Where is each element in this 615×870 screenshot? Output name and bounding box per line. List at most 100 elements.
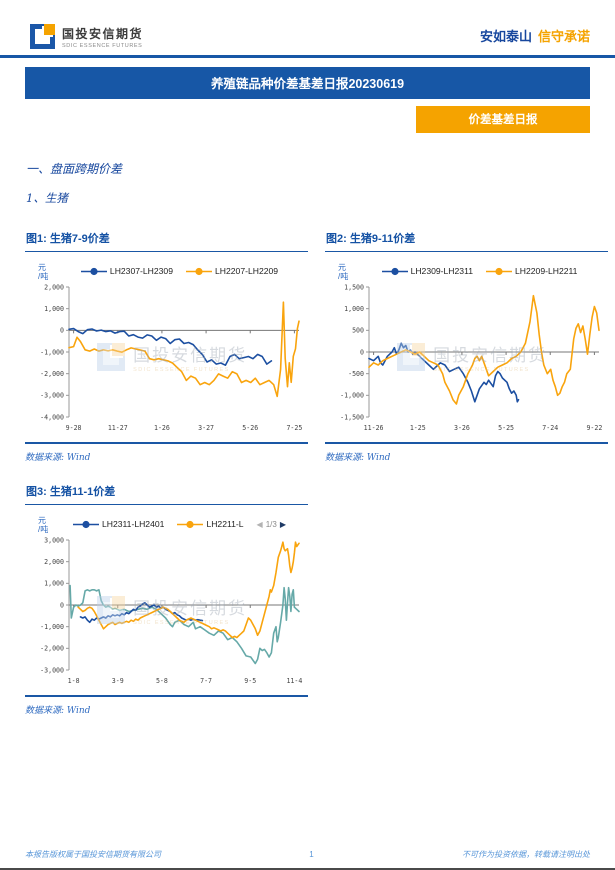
footer: 本报告版权属于国投安信期货有限公司 1 不可作为投资依据，转载请注明出处 — [25, 849, 590, 860]
company-logo-icon — [30, 24, 55, 49]
chart-body: 元/吨 LH2311-LH2401 LH2211-L ◀ 1/3 ▶ 国投安信期货 SD… — [25, 505, 308, 692]
svg-text:5-8: 5-8 — [156, 677, 168, 685]
svg-text:3-27: 3-27 — [198, 424, 214, 432]
logo-text-block: 国投安信期货 SDIC ESSENCE FUTURES — [62, 25, 143, 49]
chart-bottom-rule — [25, 695, 308, 697]
charts-row-1: 图1: 生猪7-9价差 元/吨 LH2307-LH2309 LH2207-LH22… — [25, 230, 608, 463]
svg-text:3,000: 3,000 — [44, 536, 64, 544]
chart-legend: LH2307-LH2309 LH2207-LH2209 — [25, 264, 308, 278]
slogan: 安如泰山 信守承诺 — [480, 26, 590, 49]
y-axis-unit: 元/吨 — [338, 263, 349, 282]
chart-legend: LH2309-LH2311 LH2209-LH2211 — [325, 264, 608, 278]
svg-text:1,500: 1,500 — [344, 283, 364, 291]
charts-row-2: 图3: 生猪11-1价差 元/吨 LH2311-LH2401 LH2211-L ◀ 1… — [25, 483, 590, 716]
svg-text:1,000: 1,000 — [344, 305, 364, 313]
legend-pager: ◀ 1/3 ▶ — [257, 520, 286, 529]
y-axis-unit: 元/吨 — [38, 516, 49, 535]
y-axis-unit: 元/吨 — [38, 263, 49, 282]
svg-text:3-26: 3-26 — [454, 424, 470, 432]
legend-marker-icon — [381, 267, 408, 275]
chart-card-3: 图3: 生猪11-1价差 元/吨 LH2311-LH2401 LH2211-L ◀ 1… — [25, 483, 308, 716]
chart-bottom-rule — [25, 442, 308, 444]
svg-text:-1,000: -1,000 — [40, 348, 64, 356]
slogan-accent: 信守承诺 — [537, 29, 590, 44]
legend-marker-icon — [486, 267, 512, 275]
legend-item: LH2307-LH2309 — [80, 266, 173, 276]
chart-plot: -3,000 -2,000 -1,000 0 1,000 2,000 3,000 1-8 3-9… — [40, 536, 302, 685]
svg-text:11-26: 11-26 — [364, 424, 384, 432]
legend-label: LH2207-LH2209 — [215, 266, 279, 276]
svg-text:-1,500: -1,500 — [340, 413, 364, 421]
report-title-bar: 养殖链品种价差基差日报20230619 — [25, 67, 590, 99]
chart-title: 图1: 生猪7-9价差 — [25, 230, 308, 252]
svg-text:1-25: 1-25 — [410, 424, 426, 432]
chart-body: 元/吨 LH2307-LH2309 LH2207-LH2209 国投安信期货 SD… — [25, 252, 308, 439]
legend-item: LH2209-LH2211 — [486, 266, 577, 276]
legend-item: LH2211-L — [177, 519, 244, 529]
legend-marker-icon — [73, 520, 99, 528]
svg-text:-500: -500 — [348, 370, 364, 378]
bottom-rule — [0, 868, 615, 870]
section-heading: 一、盘面跨期价差 — [26, 162, 123, 176]
svg-text:9-22: 9-22 — [586, 424, 602, 432]
legend-label: LH2309-LH2311 — [410, 266, 473, 276]
svg-text:7-24: 7-24 — [542, 424, 558, 432]
footer-disclaimer: 不可作为投资依据，转载请注明出处 — [461, 850, 590, 859]
svg-text:-3,000: -3,000 — [40, 666, 64, 674]
svg-text:11-27: 11-27 — [108, 424, 128, 432]
logo-company-subtitle: SDIC ESSENCE FUTURES — [62, 42, 143, 49]
chart-title: 图2: 生猪9-11价差 — [325, 230, 608, 252]
legend-marker-icon — [80, 267, 107, 275]
legend-item: LH2311-LH2401 — [73, 519, 164, 529]
svg-text:9-5: 9-5 — [244, 677, 256, 685]
legend-label: LH2307-LH2309 — [109, 266, 173, 276]
legend-item: LH2309-LH2311 — [381, 266, 473, 276]
svg-text:7-25: 7-25 — [286, 424, 302, 432]
legend-marker-icon — [177, 520, 204, 528]
logo-orange-corner — [44, 24, 55, 35]
svg-text:-3,000: -3,000 — [40, 392, 64, 400]
svg-text:3-9: 3-9 — [112, 677, 124, 685]
chart-body: 元/吨 LH2309-LH2311 LH2209-LH2211 国投安信期货 SD… — [325, 252, 608, 439]
svg-text:500: 500 — [352, 327, 364, 335]
slogan-primary: 安如泰山 — [479, 29, 532, 44]
svg-text:5-26: 5-26 — [242, 424, 258, 432]
legend-label: LH2209-LH2211 — [515, 266, 578, 276]
chart-title: 图3: 生猪11-1价差 — [25, 483, 308, 505]
chart-card-1: 图1: 生猪7-9价差 元/吨 LH2307-LH2309 LH2207-LH22… — [25, 230, 308, 463]
svg-text:1-8: 1-8 — [68, 677, 80, 685]
footer-copyright: 本报告版权属于国投安信期货有限公司 — [25, 850, 161, 859]
report-badge: 价差基差日报 — [416, 106, 590, 133]
source-note: 数据来源: Wind — [25, 453, 91, 463]
svg-text:-4,000: -4,000 — [40, 413, 64, 421]
legend-label: LH2311-LH2401 — [102, 519, 165, 529]
legend-marker-icon — [186, 267, 212, 275]
svg-text:0: 0 — [60, 327, 64, 335]
svg-text:-1,000: -1,000 — [40, 623, 64, 631]
svg-text:7-7: 7-7 — [200, 677, 212, 685]
header-divider — [0, 55, 615, 58]
svg-text:0: 0 — [360, 348, 364, 356]
svg-text:11-4: 11-4 — [286, 677, 302, 685]
legend-prev-icon[interactable]: ◀ — [256, 519, 263, 529]
chart-card-2: 图2: 生猪9-11价差 元/吨 LH2309-LH2311 LH2209-LH2… — [325, 230, 608, 463]
header: 国投安信期货 SDIC ESSENCE FUTURES 安如泰山 信守承诺 — [0, 0, 615, 49]
logo-company-name: 国投安信期货 — [62, 26, 144, 41]
svg-text:-2,000: -2,000 — [40, 645, 64, 653]
chart-bottom-rule — [325, 442, 608, 444]
svg-text:0: 0 — [60, 601, 64, 609]
header-logo: 国投安信期货 SDIC ESSENCE FUTURES — [30, 24, 143, 49]
legend-label: LH2211-L — [206, 519, 244, 529]
subsection-heading: 1、生猪 — [26, 191, 68, 205]
legend-page-indicator: 1/3 — [265, 519, 277, 529]
legend-item: LH2207-LH2209 — [186, 266, 278, 276]
legend-next-icon[interactable]: ▶ — [279, 519, 286, 529]
svg-text:-2,000: -2,000 — [40, 370, 64, 378]
svg-text:1,000: 1,000 — [44, 580, 64, 588]
page-number: 1 — [309, 850, 314, 859]
chart-legend: LH2311-LH2401 LH2211-L ◀ 1/3 ▶ — [25, 517, 308, 531]
svg-text:1,000: 1,000 — [44, 305, 64, 313]
svg-text:2,000: 2,000 — [44, 283, 64, 291]
svg-text:9-28: 9-28 — [66, 424, 82, 432]
